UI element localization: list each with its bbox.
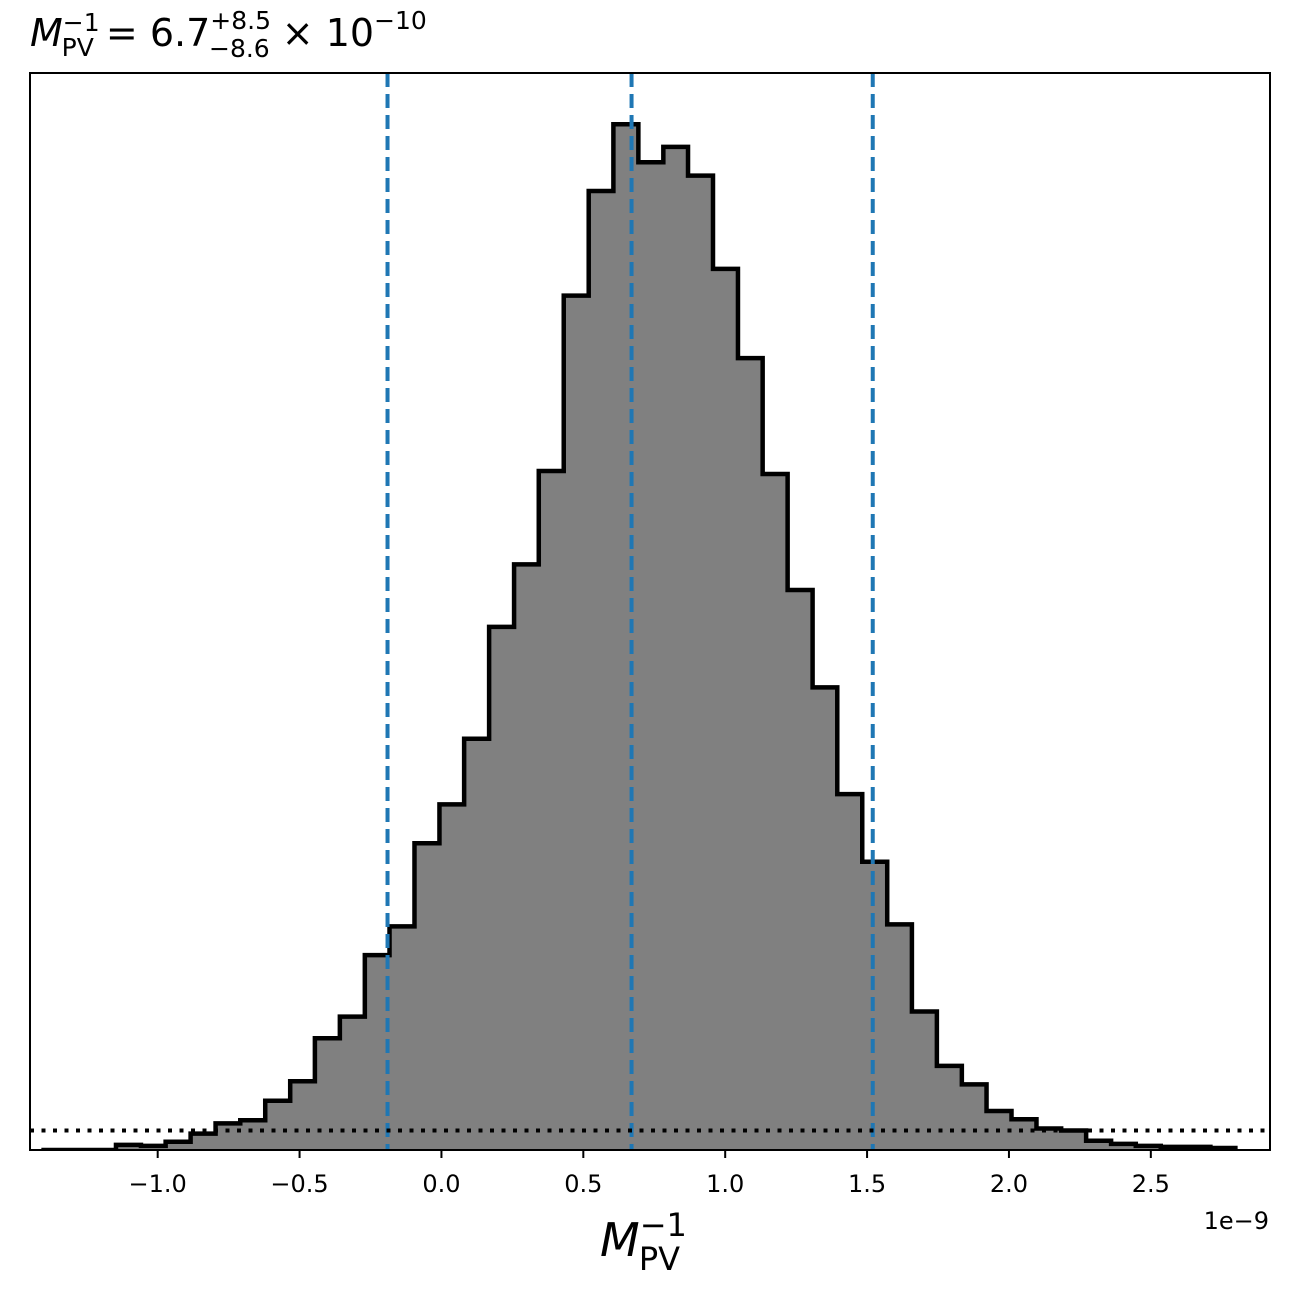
histogram-bar xyxy=(837,794,863,1150)
title-subscript: PV xyxy=(62,33,94,62)
histogram-bar xyxy=(538,470,565,1150)
histogram-bar xyxy=(215,1123,241,1150)
histogram-bar xyxy=(588,190,614,1150)
histogram-bar xyxy=(862,861,888,1150)
title-value: = 6.7 xyxy=(94,11,210,55)
chart-title: M−1 PV = 6.7+8.5 −8.6 × 10−10 xyxy=(30,6,427,63)
histogram-bar xyxy=(1011,1119,1038,1150)
histogram-bar xyxy=(1086,1140,1112,1150)
title-lower-error: −8.6 xyxy=(209,34,270,63)
histogram-bar xyxy=(190,1133,217,1150)
histogram-bar xyxy=(812,687,838,1150)
histogram-bar xyxy=(265,1100,291,1150)
x-axis-label: M−1 PV xyxy=(600,1206,687,1278)
x-tick-label: 2.5 xyxy=(1132,1170,1170,1198)
x-tick-label: 1.5 xyxy=(848,1170,886,1198)
x-tick-label: 0.0 xyxy=(422,1170,460,1198)
histogram-bar xyxy=(1036,1128,1062,1150)
histogram-bar xyxy=(115,1144,142,1150)
histogram-bar xyxy=(314,1038,341,1150)
histogram-bar xyxy=(663,146,689,1150)
x-tick-label: 0.5 xyxy=(564,1170,602,1198)
histogram-bar xyxy=(936,1065,963,1150)
histogram-bar xyxy=(1111,1143,1137,1150)
x-tick-label: −0.5 xyxy=(270,1170,328,1198)
histogram-bar xyxy=(339,1016,366,1150)
histogram-bar xyxy=(737,358,764,1150)
histogram-bar xyxy=(240,1120,266,1150)
x-tick-label: 1.0 xyxy=(706,1170,744,1198)
histogram-bar xyxy=(414,843,441,1150)
title-exponent: −10 xyxy=(374,6,427,35)
histogram-bar xyxy=(787,589,814,1150)
histogram-bar xyxy=(638,162,664,1150)
histogram-bar xyxy=(613,124,639,1150)
title-superscript: −1 xyxy=(63,8,100,37)
histogram-bar xyxy=(489,626,515,1150)
histogram-bar xyxy=(762,474,789,1150)
title-symbol: M xyxy=(30,11,63,55)
histogram-bar xyxy=(165,1141,192,1150)
histogram-bar xyxy=(712,268,739,1150)
plot-frame xyxy=(29,72,1271,1151)
histogram-bar xyxy=(1061,1130,1087,1150)
histogram-bar xyxy=(290,1081,316,1150)
histogram-bar xyxy=(389,926,416,1150)
histogram-bar xyxy=(439,804,465,1150)
x-tick-label: 2.0 xyxy=(990,1170,1028,1198)
histogram-bar xyxy=(887,924,913,1150)
histogram-bar xyxy=(688,175,714,1150)
title-times: × 10 xyxy=(270,11,374,55)
x-axis-offset-text: 1e−9 xyxy=(1204,1207,1269,1235)
plot-area: −1.0 −0.5 0.0 0.5 1.0 1.5 2.0 2.5 xyxy=(29,72,1271,1198)
histogram-bar xyxy=(961,1084,988,1150)
xlabel-subscript: PV xyxy=(639,1240,680,1278)
histogram-bar xyxy=(563,295,590,1150)
histogram-bar xyxy=(464,738,490,1150)
title-upper-error: +8.5 xyxy=(210,6,271,35)
histogram-bar xyxy=(514,564,540,1150)
xlabel-symbol: M xyxy=(600,1213,640,1267)
x-tick-label: −1.0 xyxy=(129,1170,187,1198)
histogram-outline xyxy=(41,122,1238,1150)
xlabel-superscript: −1 xyxy=(640,1206,687,1244)
histogram-bar xyxy=(911,1011,938,1150)
